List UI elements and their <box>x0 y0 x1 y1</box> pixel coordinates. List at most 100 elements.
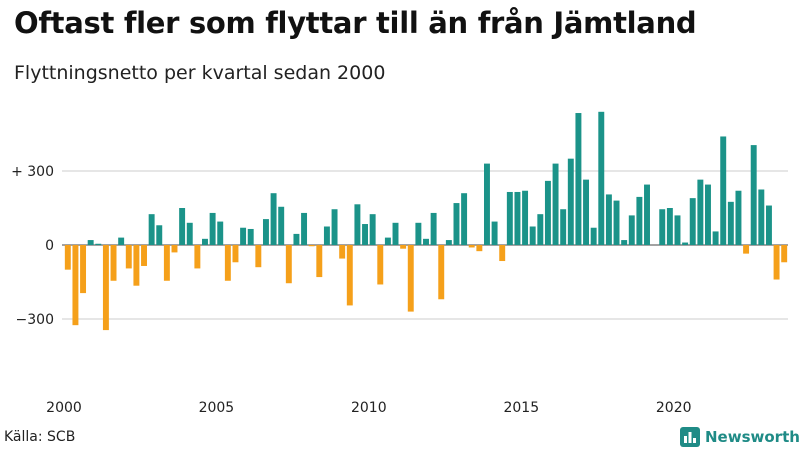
bar <box>560 209 567 245</box>
bar <box>590 227 597 245</box>
bar <box>148 214 155 245</box>
bar <box>285 245 292 284</box>
bar <box>781 245 788 263</box>
bar <box>423 238 429 245</box>
bar <box>491 221 498 245</box>
bar <box>552 163 559 245</box>
bar <box>202 238 208 245</box>
bar <box>644 184 650 245</box>
bar <box>125 245 132 269</box>
bar <box>186 222 193 245</box>
bar <box>674 215 681 245</box>
bar <box>64 245 71 270</box>
brand-name: Newsworthy <box>705 428 800 446</box>
bar <box>118 237 125 245</box>
y-tick-label: 0 <box>45 238 54 254</box>
bar <box>468 245 475 248</box>
bar <box>102 245 109 331</box>
bar <box>339 245 346 259</box>
bar <box>179 208 186 245</box>
bar <box>567 158 574 245</box>
bar <box>346 245 353 306</box>
bar <box>727 201 734 245</box>
bar <box>224 245 231 281</box>
bar <box>430 212 437 245</box>
bar <box>720 136 727 245</box>
bar <box>217 221 224 245</box>
bar <box>362 224 368 245</box>
bar <box>163 245 170 281</box>
bar <box>415 222 422 245</box>
bar <box>697 179 704 245</box>
bar <box>666 208 673 245</box>
bar <box>141 245 147 266</box>
bar <box>80 245 87 294</box>
bar <box>598 111 605 245</box>
chart-title: Oftast fler som flyttar till än från Jäm… <box>14 6 697 40</box>
bar <box>247 228 254 245</box>
bar <box>476 245 483 252</box>
bar <box>255 245 262 268</box>
bar <box>583 179 590 245</box>
bar <box>194 245 201 269</box>
bar <box>95 243 102 245</box>
bar <box>156 225 163 245</box>
bar <box>392 222 399 245</box>
bar <box>682 242 689 245</box>
source-note: Källa: SCB <box>4 429 76 445</box>
chart-subtitle: Flyttningsnetto per kvartal sedan 2000 <box>14 62 386 84</box>
bar <box>331 209 338 245</box>
bar <box>484 163 490 245</box>
brand-logo: Newsworthy <box>680 426 800 448</box>
bar <box>529 226 536 245</box>
bar <box>209 212 216 245</box>
bar <box>628 215 635 245</box>
bar <box>240 227 247 245</box>
bar <box>354 204 361 245</box>
bar <box>544 180 551 245</box>
bar <box>605 194 612 245</box>
bar <box>377 245 384 285</box>
bar <box>689 198 696 245</box>
bar <box>293 233 300 245</box>
bar <box>369 214 376 245</box>
bar <box>110 245 117 281</box>
x-tick-label: 2015 <box>503 400 539 416</box>
bar <box>537 214 544 245</box>
bar <box>750 145 757 245</box>
x-tick-label: 2000 <box>46 400 82 416</box>
bar <box>72 245 79 326</box>
bar <box>743 245 750 254</box>
bar <box>445 240 452 245</box>
y-tick-label: −300 <box>16 312 54 328</box>
bar <box>765 205 772 245</box>
bar <box>758 189 765 245</box>
bar <box>514 191 521 245</box>
bar <box>621 240 628 245</box>
bar <box>278 206 285 245</box>
bar <box>270 193 277 245</box>
bar <box>438 245 445 300</box>
bar <box>316 245 323 278</box>
bar <box>636 196 643 245</box>
bar <box>499 245 506 262</box>
bar <box>232 245 239 263</box>
bar <box>575 113 582 245</box>
bar <box>613 200 620 245</box>
bar-chart-logo-icon <box>680 427 700 447</box>
bar-chart: + 300 0 −300 2000 2005 2010 2015 2020 <box>11 111 788 416</box>
bar <box>773 245 780 280</box>
bar <box>400 245 407 249</box>
bar <box>735 190 742 245</box>
bar <box>659 209 666 245</box>
bar <box>407 245 414 312</box>
bar <box>133 245 140 286</box>
bar <box>384 237 391 245</box>
bar <box>301 212 308 245</box>
y-tick-label: + 300 <box>11 164 54 180</box>
x-tick-label: 2010 <box>351 400 387 416</box>
x-tick-label: 2020 <box>656 400 692 416</box>
bar <box>506 191 513 245</box>
bar <box>171 245 178 253</box>
bar <box>323 226 330 245</box>
